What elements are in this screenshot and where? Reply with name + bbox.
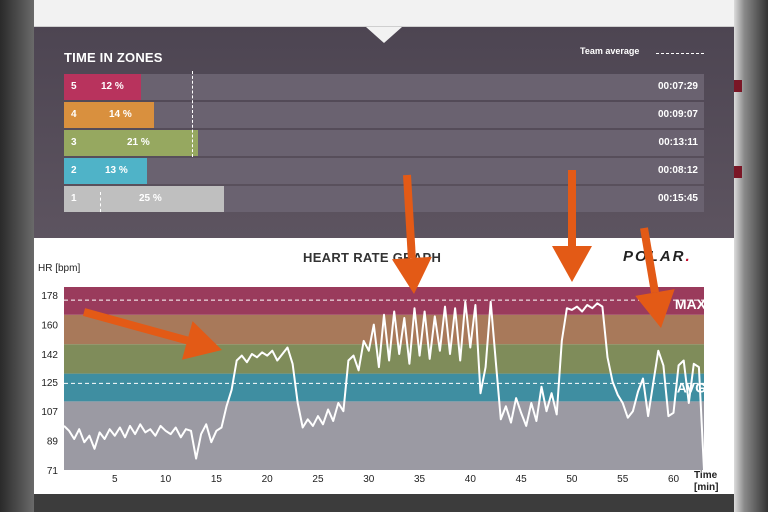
zone-band-1 [64,401,704,470]
y-axis-label: HR [bpm] [38,263,81,274]
zone-percent: 12 % [101,81,124,92]
y-tick-label: 107 [41,407,58,418]
zone-number: 1 [71,193,77,204]
y-tick-label: 178 [41,291,58,302]
background-left-edge [0,0,34,512]
annotation-arrow-head [181,321,222,360]
x-tick-label: 5 [112,474,118,485]
y-tick-label: 125 [41,378,58,389]
annotation-arrow-shaft [640,227,659,294]
zone-percent: 21 % [127,137,150,148]
x-tick-label: 35 [414,474,426,485]
zone-row-2: 2 13 % 00:08:12 [64,158,704,184]
zone-bar [64,186,224,212]
y-tick-label: 142 [41,350,58,361]
annotation-arrow-shaft [403,174,416,259]
team-average-legend: Team average [580,46,640,56]
zone-number: 4 [71,109,77,120]
zone-time: 00:15:45 [657,193,698,204]
zone-percent: 25 % [139,193,162,204]
reference-label-max: MAX [675,296,707,312]
team-average-marker [100,192,101,212]
y-tick-label: 160 [41,321,58,332]
zone-bar [64,102,154,128]
side-marker [734,80,742,92]
top-strip [34,0,734,27]
annotation-arrow-head [391,256,432,294]
time-in-zones-section: TIME IN ZONES Team average 5 12 % 00:07:… [34,27,734,238]
x-tick-label: 15 [211,474,223,485]
y-tick-label: 89 [47,437,59,448]
x-tick-label: 55 [617,474,629,485]
x-tick-label: 60 [668,474,680,485]
x-axis-label-line: [min] [694,482,719,493]
zone-percent: 13 % [105,165,128,176]
team-average-marker [192,71,193,157]
zone-band-3 [64,344,704,374]
zone-time: 00:07:29 [657,81,698,92]
zone-bar [64,130,198,156]
zone-band-2 [64,373,704,402]
x-tick-label: 45 [516,474,528,485]
x-tick-label: 20 [262,474,274,485]
zone-row-4: 4 14 % 00:09:07 [64,102,704,128]
zone-time: 00:09:07 [657,109,698,120]
polar-logo-accent: . [685,248,692,265]
x-tick-label: 10 [160,474,172,485]
zone-band-5 [64,287,704,315]
annotation-arrow-head [552,246,592,282]
zone-row-3: 3 21 % 00:13:11 [64,130,704,156]
side-marker [734,166,742,178]
team-average-legend-line [656,53,704,54]
background-bottom-edge [34,494,734,512]
background-right-edge [734,0,768,512]
x-tick-label: 50 [566,474,578,485]
zone-time: 00:08:12 [657,165,698,176]
zone-row-1: 1 25 % 00:15:45 [64,186,704,212]
training-summary-panel: TIME IN ZONES Team average 5 12 % 00:07:… [34,0,734,494]
zone-row-5: 5 12 % 00:07:29 [64,74,704,100]
annotation-arrow-head [635,289,675,328]
x-tick-label: 25 [312,474,324,485]
polar-logo: POLAR. [623,248,692,265]
y-tick-label: 71 [47,466,59,477]
zone-time: 00:13:11 [658,137,698,148]
zone-number: 5 [71,81,77,92]
zone-percent: 14 % [109,109,132,120]
x-axis-label-line: Time [694,470,718,481]
time-in-zones-title: TIME IN ZONES [64,50,163,65]
x-tick-label: 30 [363,474,375,485]
polar-logo-text: POLAR [623,248,686,265]
zone-number: 3 [71,137,77,148]
zone-number: 2 [71,165,77,176]
zone-bar [64,74,141,100]
annotation-arrow-shaft [82,308,189,345]
x-tick-label: 40 [465,474,477,485]
x-axis-label: Time [min] [694,470,718,494]
zone-bar [64,158,147,184]
heart-rate-series-line [63,300,705,471]
pointer-notch [366,27,402,43]
